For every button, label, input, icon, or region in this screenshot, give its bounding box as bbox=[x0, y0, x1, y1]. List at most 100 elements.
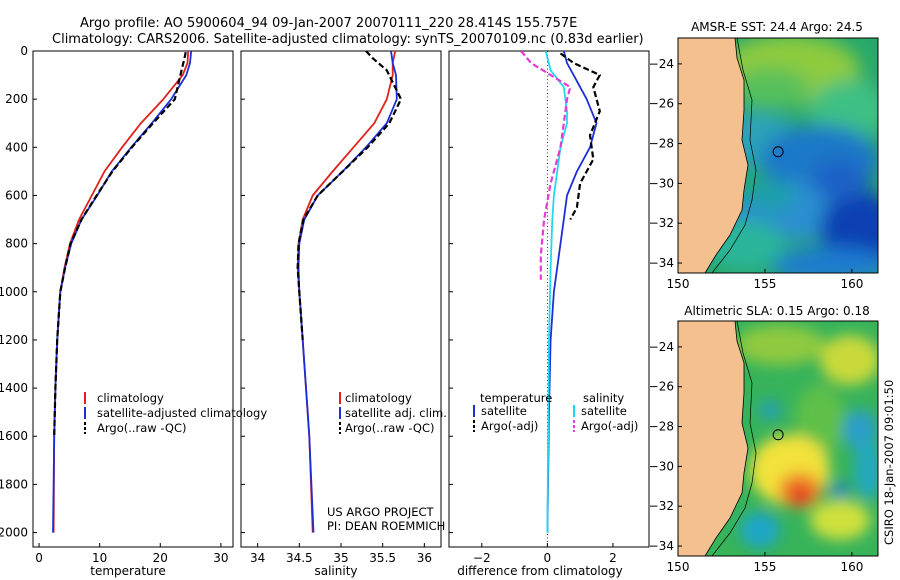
depth-axis: 0 200 400 600 800 1000 1200 1400 1600 1800 2000 bbox=[0, 44, 453, 540]
legend-label-temp-satellite: satellite bbox=[481, 404, 527, 418]
map-lat-label: −28 bbox=[649, 137, 674, 151]
figure-title-line-1: Argo profile: AO 5900604_94 09-Jan-2007 … bbox=[80, 16, 577, 31]
depth-tick-label: 1200 bbox=[0, 333, 28, 347]
depth-tick-label: 1600 bbox=[0, 429, 28, 443]
sla-argo-marker bbox=[772, 429, 784, 441]
sst-map bbox=[678, 38, 878, 273]
depth-tick-label: 600 bbox=[5, 188, 28, 202]
salinity-legend: climatology satellite adj. clim. Argo(..… bbox=[339, 391, 447, 435]
x-tick-label: 2 bbox=[609, 551, 617, 565]
x-tick-label: 0 bbox=[544, 551, 552, 565]
x-tick-label: 34 bbox=[250, 551, 265, 565]
legend-header-temperature: temperature bbox=[480, 391, 552, 405]
sla-map-title: Altimetric SLA: 0.15 Argo: 0.18 bbox=[684, 304, 869, 318]
sla-field bbox=[735, 325, 878, 548]
sla-land-mass bbox=[678, 321, 749, 556]
sla-shelf-contour bbox=[711, 321, 757, 556]
map-lat-label: −24 bbox=[649, 340, 674, 354]
series-line-satellite bbox=[544, 51, 568, 533]
depth-tick-label: 0 bbox=[20, 44, 28, 58]
legend-label-climatology: climatology bbox=[345, 391, 412, 405]
map-lat-label: −30 bbox=[649, 459, 674, 473]
pi-label: PI: DEAN ROEMMICH bbox=[327, 519, 445, 533]
legend-label-climatology: climatology bbox=[97, 391, 164, 405]
legend-label-argo: Argo(..raw -QC) bbox=[97, 421, 187, 435]
x-tick-label: 36 bbox=[417, 551, 432, 565]
difference-x-ticks: −2 0 2 bbox=[473, 543, 617, 565]
map-lon-label: 155 bbox=[754, 560, 777, 574]
x-tick-label: 20 bbox=[153, 551, 168, 565]
depth-tick-label: 800 bbox=[5, 237, 28, 251]
series-line-climatology bbox=[52, 51, 190, 533]
figure-title-line-2: Climatology: CARS2006. Satellite-adjuste… bbox=[52, 32, 644, 47]
sst-map-title: AMSR-E SST: 24.4 Argo: 24.5 bbox=[691, 20, 863, 34]
project-label: US ARGO PROJECT bbox=[327, 505, 435, 519]
salinity-axes-frame bbox=[240, 50, 442, 548]
series-line-satellite bbox=[546, 51, 598, 533]
x-tick-label: 0 bbox=[35, 551, 43, 565]
x-tick-label: 10 bbox=[92, 551, 107, 565]
legend-label-temp-argo: Argo(-adj) bbox=[481, 419, 538, 433]
salinity-x-label: salinity bbox=[314, 564, 357, 578]
depth-tick-label: 1800 bbox=[0, 477, 28, 491]
x-tick-label: 34.5 bbox=[286, 551, 313, 565]
difference-legend: temperature salinity satellite Argo(-adj… bbox=[473, 391, 638, 433]
temperature-x-ticks: 0 10 20 30 bbox=[35, 543, 229, 565]
series-line-argo-raw-qc- bbox=[296, 51, 403, 340]
depth-tick-label: 1000 bbox=[0, 285, 28, 299]
difference-x-label: difference from climatology bbox=[457, 564, 623, 578]
depth-tick-label: 2000 bbox=[0, 526, 28, 540]
series-line-satellite-adjusted-climatology bbox=[52, 51, 193, 533]
series-line-argo-adj- bbox=[520, 51, 572, 280]
credit-label: CSIRO 18-Jan-2007 09:01:50 bbox=[882, 380, 896, 545]
sst-map-ticks: 150 155 160 −24 −26 −28 −30 −32 −34 bbox=[649, 57, 864, 291]
x-tick-label: 30 bbox=[213, 551, 228, 565]
temperature-legend: climatology satellite-adjusted climatolo… bbox=[84, 391, 267, 435]
map-lat-label: −30 bbox=[649, 176, 674, 190]
sla-map bbox=[678, 321, 878, 556]
difference-series bbox=[520, 51, 601, 533]
legend-label-sal-argo: Argo(-adj) bbox=[581, 419, 638, 433]
depth-tick-label: 200 bbox=[5, 92, 28, 106]
temperature-series bbox=[52, 51, 193, 533]
sla-map-ticks: 150 155 160 −24 −26 −28 −30 −32 −34 bbox=[649, 340, 864, 574]
sst-shelf-contour bbox=[711, 38, 757, 273]
difference-axes-frame bbox=[448, 50, 650, 548]
depth-tick-label: 1400 bbox=[0, 381, 28, 395]
sst-map-frame bbox=[677, 37, 879, 274]
depth-tick-label: 400 bbox=[5, 140, 28, 154]
salinity-x-ticks: 34 34.5 35 35.5 36 bbox=[250, 543, 432, 565]
map-lat-label: −34 bbox=[649, 256, 674, 270]
map-lon-label: 160 bbox=[840, 560, 863, 574]
map-lat-label: −32 bbox=[649, 499, 674, 513]
x-tick-label: −2 bbox=[473, 551, 491, 565]
sst-land-mass bbox=[678, 38, 749, 273]
legend-label-satellite: satellite-adjusted climatology bbox=[97, 406, 267, 420]
map-lon-label: 160 bbox=[840, 277, 863, 291]
series-line-argo-raw-qc- bbox=[53, 51, 187, 437]
temperature-axes-frame bbox=[32, 50, 234, 548]
map-lat-label: −24 bbox=[649, 57, 674, 71]
map-lon-label: 150 bbox=[667, 277, 690, 291]
series-line-satellite-adj-clim- bbox=[297, 51, 398, 533]
legend-label-argo: Argo(..raw -QC) bbox=[345, 421, 435, 435]
temperature-x-label: temperature bbox=[90, 564, 165, 578]
map-lon-label: 155 bbox=[754, 277, 777, 291]
map-lat-label: −28 bbox=[649, 420, 674, 434]
x-tick-label: 35.5 bbox=[369, 551, 396, 565]
sst-argo-marker bbox=[772, 146, 784, 158]
map-lat-label: −32 bbox=[649, 216, 674, 230]
map-lat-label: −34 bbox=[649, 539, 674, 553]
salinity-series bbox=[296, 51, 403, 533]
map-lat-label: −26 bbox=[649, 380, 674, 394]
map-lon-label: 150 bbox=[667, 560, 690, 574]
legend-label-sal-satellite: satellite bbox=[581, 404, 627, 418]
x-tick-label: 35 bbox=[333, 551, 348, 565]
series-line-climatology bbox=[296, 51, 397, 533]
legend-header-salinity: salinity bbox=[583, 391, 624, 405]
sla-map-frame bbox=[677, 320, 879, 557]
legend-label-satellite: satellite adj. clim. bbox=[345, 406, 447, 420]
map-lat-label: −26 bbox=[649, 97, 674, 111]
